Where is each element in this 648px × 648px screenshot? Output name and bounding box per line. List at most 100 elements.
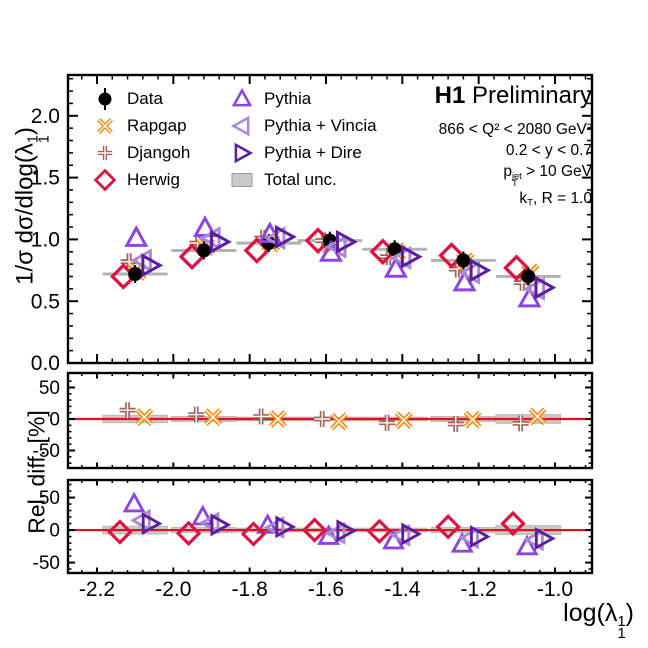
marker-dire [141,512,163,536]
marker-herwig [438,242,465,269]
x-tick-label: -1.6 [308,578,344,601]
bottom-series-vincia [129,508,544,552]
bottom-y-tick-label: 50 [39,488,60,509]
marker-data [521,267,536,286]
marker-pythia [450,531,474,553]
total-unc-band-icon [227,167,257,193]
marker-dire [234,142,254,163]
legend-item-djangoh: Djangoh [90,139,190,166]
x-tick-label: -1.2 [461,578,497,601]
pythia-vincia-marker-icon [227,113,257,139]
marker-pythia [452,269,477,292]
marker-herwig [93,168,117,191]
bottom-series-herwig [107,510,526,547]
main-y-tick-label: 0.0 [31,352,60,375]
mid-series-rapgap [135,407,547,431]
pythia-dire-marker-icon [227,140,257,166]
cut-pt: p jet T > 10 GeV [435,161,592,188]
mid-y-tick-label: 50 [39,378,60,399]
marker-data [196,241,211,260]
djangoh-marker-icon [90,140,120,166]
marker-herwig [175,520,202,546]
marker-dire [534,275,557,300]
legend-item-pythia-dire: Pythia + Dire [227,139,377,166]
marker-dire [401,522,423,546]
x-axis-tick-labels: -2.2 -2.0 -1.8 -1.6 -1.4 -1.2 -1.0 [79,578,573,601]
legend-label-pythia-dire: Pythia + Dire [264,142,362,162]
main-series-pythia [124,215,542,308]
legend-item-total-unc: Total unc. [227,166,377,193]
legend-label-data: Data [127,88,163,108]
cut-kt: kT, R = 1.0 [435,188,592,214]
marker-data [128,265,143,284]
x-tick-label: -1.8 [232,578,268,601]
marker-pythia [231,87,253,106]
marker-djangoh [314,411,331,427]
main-y-tick-label: 1.0 [31,229,60,252]
experiment-name: H1 [434,82,466,109]
main-panel [102,215,561,308]
marker-rapgap [528,407,547,426]
marker-dire [275,515,297,539]
main-y-tick-label: 2.0 [31,105,60,128]
pythia-marker-icon [227,86,257,112]
marker-djangoh [447,416,464,433]
mid-panel-frame [66,371,594,470]
cut-y: 0.2 < y < 0.7 [505,142,592,159]
x-tick-label: -2.2 [79,578,115,601]
x-title-pre: log(λ [563,599,618,627]
marker-dire [400,244,423,269]
x-tick-label: -1.0 [537,578,573,601]
cut-kt-rest: , R = 1.0 [532,189,592,207]
marker-vincia [129,508,151,532]
y-main-title-post: ) [11,127,39,136]
legend-label-djangoh: Djangoh [127,142,191,162]
x-tick-label: -2.0 [155,578,191,601]
main-y-tick-label: 1.5 [31,167,60,190]
y-main-title-sub: 1 [36,135,53,144]
marker-rapgap [135,408,154,426]
marker-djangoh [379,414,396,431]
mid-y-tick-label: -50 [33,441,60,462]
cut-kt-base: k [519,189,528,207]
legend-item-pythia: Pythia [227,85,377,112]
main-series-dire [141,224,557,300]
x-tick-label: -1.4 [384,578,421,601]
herwig-marker-icon [90,167,120,193]
mid-y-tick-label: 0 [49,409,60,430]
y-main-title-pre: 1/σ dσ/dlog(λ [11,143,39,285]
mid-ratio-panel [69,402,591,433]
bottom-panel-axes: -50 0 50 [33,478,594,575]
marker-vincia [324,521,346,545]
marker-dire [470,525,491,549]
marker-dire [210,229,232,254]
marker-vincia [230,115,250,136]
cut-pt-rest: > 10 GeV [521,163,592,180]
marker-herwig [500,510,526,537]
marker-rapgap [463,410,482,429]
marker-pythia [124,225,149,247]
rapgap-marker-icon [90,113,120,139]
legend-column-2: Pythia Pythia + Vincia Pythia + Dire Tot… [227,85,377,193]
marker-rapgap [269,410,287,428]
legend-label-pythia-vincia: Pythia + Vincia [264,115,377,135]
bottom-y-tick-label: -50 [33,553,60,574]
x-title-sub: 1 [617,624,626,642]
marker-herwig [503,254,530,282]
legend-column-1: Data Rapgap Djangoh Herwig [90,85,190,193]
marker-vincia [198,511,220,535]
marker-dire [336,519,358,543]
legend-item-herwig: Herwig [90,166,190,193]
marker-pythia [383,255,408,278]
x-title-post: ) [625,599,634,627]
marker-rapgap [394,411,413,430]
header-annotations: H1 Preliminary 866 < Q² < 2080 GeV² 0.2 … [435,82,592,213]
x-title-sup: 1 [617,613,626,631]
marker-herwig [366,518,393,545]
legend-label-rapgap: Rapgap [127,115,187,135]
legend-label-herwig: Herwig [127,169,180,189]
experiment-title: H1 Preliminary [435,82,592,110]
legend-label-pythia: Pythia [264,88,312,108]
marker-djangoh [188,406,205,423]
